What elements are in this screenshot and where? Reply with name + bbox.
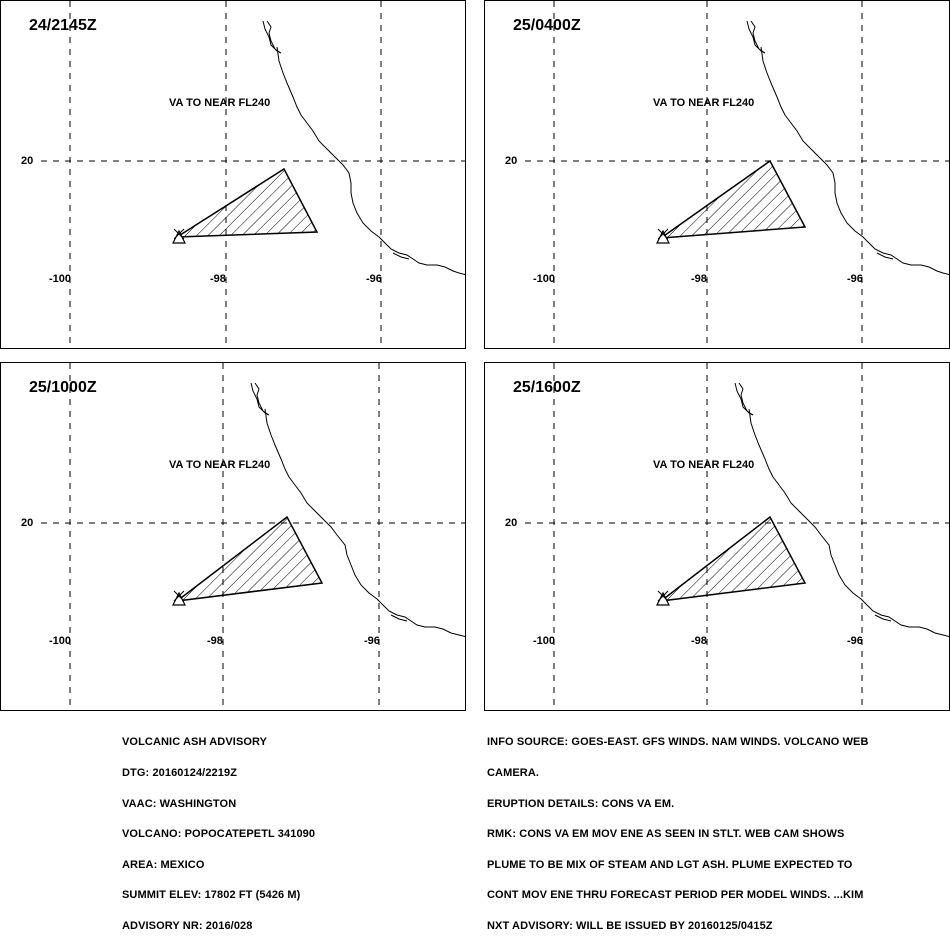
- lon-label-100: -100: [49, 273, 72, 285]
- lon-label-98: -98: [691, 273, 707, 285]
- map-panel-1: 24/2145Z VA TO NEAR FL240 20 -100 -98 -9…: [0, 0, 466, 349]
- remarks-line-1: RMK: CONS VA EM MOV ENE AS SEEN IN STLT.…: [487, 828, 845, 841]
- advisory-number: ADVISORY NR: 2016/028: [122, 920, 253, 933]
- va-label-1: VA TO NEAR FL240: [169, 97, 271, 109]
- remarks-line-3: CONT MOV ENE THRU FORECAST PERIOD PER MO…: [487, 889, 864, 902]
- lat-label-20: 20: [21, 517, 34, 529]
- advisory-header: VOLCANIC ASH ADVISORY: [122, 736, 268, 749]
- advisory-volcano: VOLCANO: POPOCATEPETL 341090: [122, 828, 316, 841]
- panel-time-2: 25/0400Z: [513, 17, 581, 34]
- advisory-vaac: VAAC: WASHINGTON: [122, 797, 237, 810]
- ash-polygon-4: [658, 515, 807, 603]
- panel-time-1: 24/2145Z: [29, 17, 97, 34]
- lon-label-98: -98: [210, 273, 226, 285]
- lon-label-100: -100: [533, 273, 556, 285]
- ash-polygon-3: [174, 515, 324, 603]
- lon-label-96: -96: [847, 635, 863, 647]
- map-panel-2: 25/0400Z VA TO NEAR FL240 20 -100 -98 -9…: [484, 0, 950, 349]
- lon-label-100: -100: [533, 635, 556, 647]
- lon-label-96: -96: [366, 273, 382, 285]
- va-label-3: VA TO NEAR FL240: [169, 459, 271, 471]
- lat-label-20: 20: [505, 517, 518, 529]
- lat-label-20: 20: [505, 155, 518, 167]
- coastline: [262, 20, 465, 276]
- eruption-details: ERUPTION DETAILS: CONS VA EM.: [487, 797, 675, 810]
- next-advisory: NXT ADVISORY: WILL BE ISSUED BY 20160125…: [487, 920, 773, 933]
- map-graphic-4: [525, 363, 949, 710]
- lon-label-98: -98: [691, 635, 707, 647]
- grid-lines: [41, 1, 465, 348]
- ash-polygon-2: [658, 159, 807, 239]
- advisory-block: VOLCANIC ASH ADVISORY DTG: 20160124/2219…: [122, 717, 315, 941]
- details-block: INFO SOURCE: GOES-EAST. GFS WINDS. NAM W…: [487, 717, 869, 941]
- map-graphic-2: [525, 1, 949, 348]
- advisory-dtg: DTG: 20160124/2219Z: [122, 767, 238, 780]
- lon-label-98: -98: [207, 635, 223, 647]
- va-label-2: VA TO NEAR FL240: [653, 97, 755, 109]
- panel-time-3: 25/1000Z: [29, 379, 97, 396]
- map-graphic-1: [41, 1, 465, 348]
- lon-label-96: -96: [847, 273, 863, 285]
- lon-label-100: -100: [49, 635, 72, 647]
- info-source-line-2: CAMERA.: [487, 767, 540, 780]
- ash-polygon-1: [174, 167, 319, 238]
- advisory-summit: SUMMIT ELEV: 17802 FT (5426 M): [122, 889, 301, 902]
- panel-time-4: 25/1600Z: [513, 379, 581, 396]
- info-source-line-1: INFO SOURCE: GOES-EAST. GFS WINDS. NAM W…: [487, 736, 869, 749]
- va-label-4: VA TO NEAR FL240: [653, 459, 755, 471]
- map-graphic-3: [41, 363, 465, 710]
- remarks-line-2: PLUME TO BE MIX OF STEAM AND LGT ASH. PL…: [487, 858, 853, 871]
- map-panel-4: 25/1600Z VA TO NEAR FL240 20 -100 -98 -9…: [484, 362, 950, 711]
- lon-label-96: -96: [364, 635, 380, 647]
- lat-label-20: 20: [21, 155, 34, 167]
- map-panel-3: 25/1000Z VA TO NEAR FL240 20 -100 -98 -9…: [0, 362, 466, 711]
- advisory-area: AREA: MEXICO: [122, 858, 205, 871]
